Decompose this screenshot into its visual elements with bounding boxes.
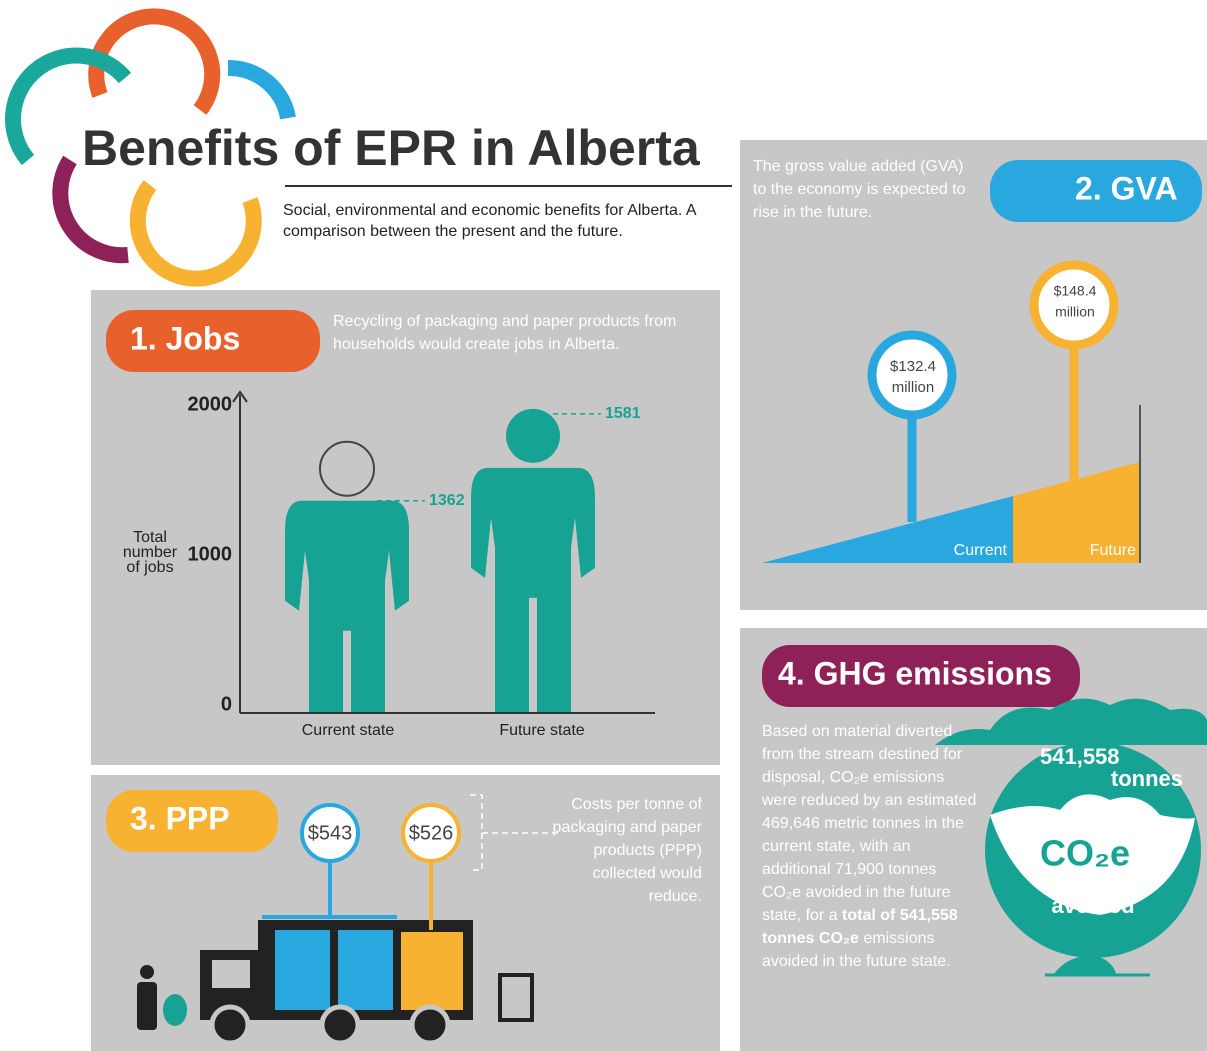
gva-label: Current: [954, 542, 1008, 559]
x-tick-label: Current state: [302, 722, 395, 739]
truck: [137, 794, 560, 1046]
y-tick-label: 2000: [188, 393, 233, 415]
pin-value: $526: [409, 822, 454, 844]
x-tick-label: Future state: [499, 722, 584, 739]
logo: [5, 8, 296, 287]
title: Benefits of EPR in Alberta: [82, 120, 701, 176]
ppp-heading: 3. PPP: [130, 800, 230, 836]
axis-arrow: [232, 390, 248, 403]
subtitle: Social, environmental and economic benef…: [283, 202, 696, 240]
bin: [401, 932, 463, 1010]
bin: [275, 930, 330, 1010]
pin: [401, 803, 461, 863]
connector: [470, 794, 560, 871]
pin-value: $148.4: [1054, 283, 1097, 299]
person-head: [319, 440, 375, 497]
jobs-pill: [106, 310, 320, 372]
window: [212, 960, 250, 988]
pin: [1029, 260, 1119, 350]
pin-value: $132.4: [890, 358, 936, 375]
badge-value: 541,558: [1040, 744, 1120, 769]
y-tick-label: 1000: [188, 543, 233, 565]
gva-future-area: [1013, 462, 1140, 563]
jobs-heading: 1. Jobs: [130, 320, 240, 356]
bin: [338, 930, 393, 1010]
value-label: 1581: [605, 405, 641, 422]
pin-unit: million: [1055, 304, 1095, 320]
person-body: [137, 982, 157, 1030]
ghg-pill: [762, 645, 1080, 707]
badge-avoided: avoided: [1051, 893, 1134, 918]
y-axis-label: Total: [133, 529, 167, 546]
cloud: [990, 794, 1195, 915]
pin-value: $543: [308, 822, 353, 844]
gva-current-area: [762, 496, 1013, 563]
y-axis-label: number: [123, 544, 178, 561]
pin: [300, 803, 360, 863]
badge-unit: tonnes: [1111, 766, 1183, 791]
ppp-description: Costs per tonne of packaging and paper p…: [552, 796, 702, 905]
ghg-heading: 4. GHG emissions: [778, 655, 1052, 691]
person-head: [140, 965, 154, 979]
jobs-description: Recycling of packaging and paper product…: [333, 313, 677, 353]
person-head: [506, 408, 560, 463]
gva-label: Future: [1090, 542, 1136, 559]
pin-unit: million: [892, 379, 935, 396]
text: Based on material diverted from the stre…: [762, 723, 977, 924]
pin: [867, 330, 957, 420]
wheel: [319, 1004, 361, 1046]
wheel: [209, 1004, 251, 1046]
recycle-bin: [498, 973, 534, 1022]
bag: [163, 994, 187, 1026]
emphasis: total of 541,558 tonnes CO₂e: [762, 907, 958, 947]
badge-co2e: CO₂e: [1040, 833, 1130, 874]
value-label: 1362: [429, 492, 465, 509]
person: [285, 500, 409, 712]
y-tick-label: 0: [221, 693, 232, 715]
ppp-pill: [106, 790, 278, 852]
ghg-description: Based on material diverted from the stre…: [762, 720, 977, 973]
text: emissions avoided in the future state.: [762, 930, 951, 970]
person: [471, 467, 595, 712]
cloud: [1045, 956, 1150, 977]
gva-pill: [990, 160, 1202, 222]
wheel: [409, 1004, 451, 1046]
gva-description: The gross value added (GVA) to the econo…: [753, 158, 966, 221]
gva-heading: 2. GVA: [1075, 170, 1178, 206]
y-axis-label: of jobs: [126, 559, 173, 576]
cloud: [935, 698, 1207, 745]
